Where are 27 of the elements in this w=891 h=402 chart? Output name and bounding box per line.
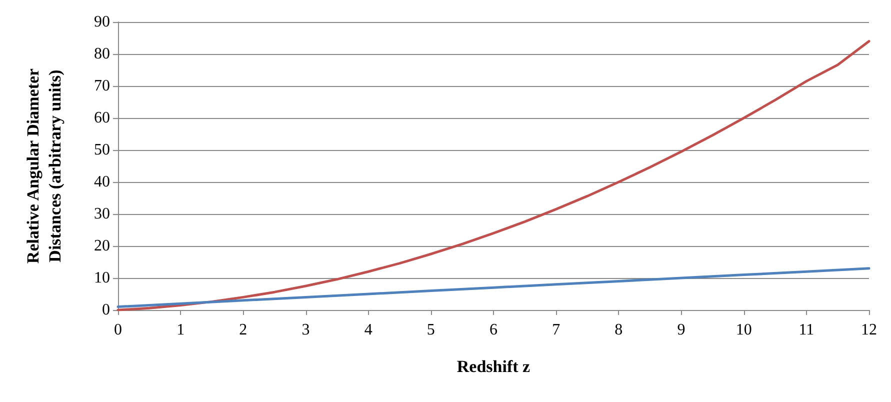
x-tick-label: 3 (302, 322, 310, 338)
x-tick-label: 7 (552, 322, 560, 338)
x-tick-label: 6 (490, 322, 498, 338)
x-tick-label: 1 (176, 322, 185, 338)
x-tick-label: 4 (364, 322, 372, 338)
y-tick-label: 70 (94, 78, 110, 94)
y-tick-label: 10 (94, 270, 110, 286)
line-series (116, 40, 870, 312)
x-axis-title: Redshift z (456, 357, 531, 376)
y-tick-label: 0 (102, 302, 110, 318)
y-tick-label: 80 (94, 46, 110, 62)
x-tick-label: 12 (861, 322, 877, 338)
y-tick-label: 40 (94, 174, 110, 190)
x-tick-label: 8 (614, 322, 623, 338)
x-tick-label: 2 (239, 322, 248, 338)
y-tick-label: 30 (94, 206, 110, 222)
x-tick-label: 11 (798, 322, 814, 338)
y-tick-label: 50 (94, 142, 110, 158)
x-tick-label: 0 (114, 322, 122, 338)
x-tick-label: 10 (736, 322, 752, 338)
y-tick-label: 60 (94, 110, 110, 126)
y-tick-label: 20 (94, 238, 110, 254)
x-tick-label: 9 (677, 322, 686, 338)
y-tick-label: 90 (94, 14, 110, 30)
y-axis-title: Relative Angular Diameter Distances (arbitrary units) (24, 68, 64, 264)
x-tick-label: 5 (426, 322, 435, 338)
line-series (116, 267, 870, 308)
